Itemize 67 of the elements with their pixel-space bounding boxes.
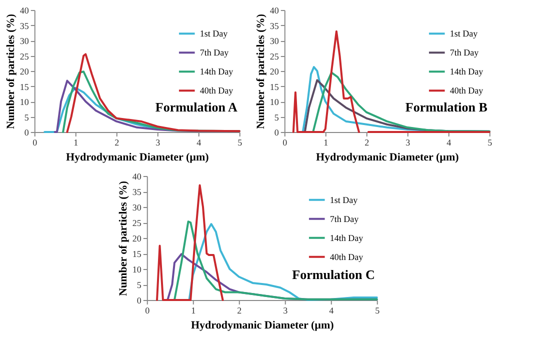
legend-label: 14th Day	[330, 232, 364, 243]
x-tick-label: 5	[375, 306, 380, 316]
legend-label: 7th Day	[200, 48, 230, 58]
y-tick-label: 40	[132, 172, 142, 182]
y-tick-label: 10	[20, 97, 30, 107]
x-tick-label: 5	[488, 138, 493, 148]
x-tick-label: 2	[114, 138, 120, 148]
y-tick-label: 40	[270, 6, 280, 16]
y-tick-label: 15	[20, 82, 30, 92]
legend-label: 1st Day	[200, 28, 228, 39]
legend-label: 1st Day	[330, 194, 358, 205]
annotation: Formulation C	[292, 267, 375, 282]
legend-label: 14th Day	[450, 66, 484, 77]
legend-label: 40th Day	[200, 86, 234, 96]
legend-label: 1st Day	[450, 28, 478, 39]
x-tick-label: 2	[364, 138, 370, 148]
y-tick-label: 20	[132, 234, 142, 244]
annotation: Formulation B	[405, 100, 488, 115]
x-axis-title: Hydrodymanic Diameter (µm)	[190, 320, 334, 332]
y-tick-label: 40	[20, 6, 30, 16]
legend-label: 7th Day	[330, 214, 360, 224]
x-tick-label: 1	[191, 306, 196, 316]
x-tick-label: 0	[32, 138, 38, 148]
legend-label: 40th Day	[330, 252, 364, 262]
x-tick-label: 4	[446, 138, 452, 148]
legend-label: 14th Day	[200, 66, 234, 77]
y-tick-label: 30	[132, 202, 142, 212]
x-tick-label: 4	[329, 306, 334, 316]
y-tick-label: 15	[270, 82, 280, 92]
line-series	[156, 184, 224, 301]
y-tick-label: 20	[20, 66, 30, 76]
y-tick-label: 15	[132, 249, 142, 259]
x-tick-label: 3	[406, 138, 411, 148]
x-tick-label: 0	[282, 138, 288, 148]
y-tick-label: 5	[24, 112, 30, 122]
y-axis-title: Number of particles (%)	[117, 180, 130, 296]
x-tick-label: 3	[283, 306, 288, 316]
y-axis-title: Number of particles (%)	[4, 14, 17, 129]
x-tick-label: 4	[196, 138, 202, 148]
y-tick-label: 10	[132, 264, 142, 274]
legend-label: 7th Day	[450, 48, 480, 58]
x-axis-title: Hydrodymanic Diameter (µm)	[316, 152, 460, 164]
y-tick-label: 30	[270, 36, 280, 46]
y-tick-label: 35	[20, 20, 30, 31]
y-tick-label: 25	[20, 51, 30, 62]
y-tick-label: 0	[136, 296, 142, 306]
y-tick-label: 25	[132, 218, 142, 228]
y-tick-label: 20	[270, 66, 280, 76]
y-tick-label: 0	[24, 128, 30, 138]
y-tick-label: 25	[270, 51, 280, 62]
x-axis-title: Hydrodymanic Diameter (µm)	[66, 152, 210, 164]
y-tick-label: 35	[132, 187, 142, 197]
annotation: Formulation A	[155, 100, 238, 115]
y-tick-label: 10	[270, 97, 280, 107]
x-tick-label: 2	[237, 306, 242, 316]
legend-label: 40th Day	[450, 86, 484, 96]
x-tick-label: 1	[324, 138, 328, 148]
x-tick-label: 3	[156, 138, 161, 148]
y-tick-label: 35	[270, 20, 280, 31]
y-tick-label: 5	[136, 280, 142, 290]
y-axis-title: Number of particles (%)	[254, 14, 267, 129]
y-tick-label: 5	[274, 112, 280, 122]
y-tick-label: 30	[20, 36, 30, 46]
x-tick-label: 1	[74, 138, 78, 148]
x-tick-label: 0	[145, 306, 150, 316]
y-tick-label: 0	[274, 128, 280, 138]
x-tick-label: 5	[238, 138, 243, 148]
